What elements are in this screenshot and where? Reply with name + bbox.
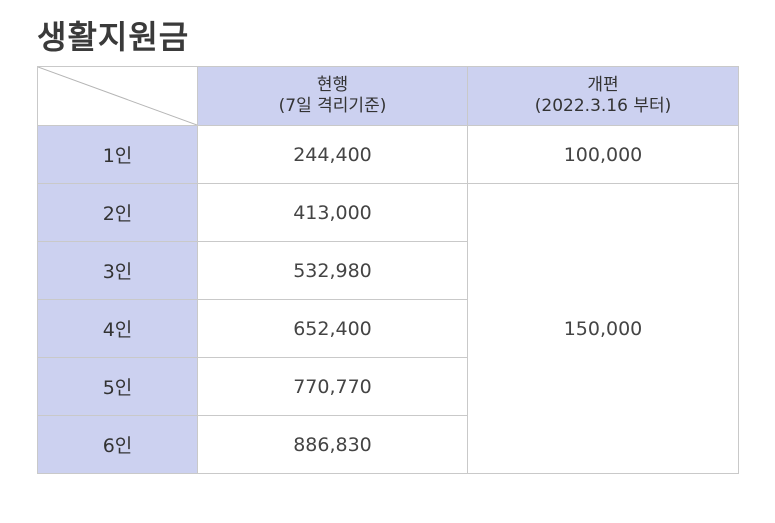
revised-amount-single: 100,000 (467, 125, 739, 184)
table-row: 4인 652,400 (37, 299, 739, 358)
row-label: 1인 (37, 125, 198, 184)
table-row: 6인 886,830 (37, 415, 739, 474)
current-amount: 244,400 (197, 125, 468, 184)
row-label: 2인 (37, 183, 198, 242)
current-amount: 886,830 (197, 415, 468, 474)
row-label: 6인 (37, 415, 198, 474)
current-amount: 413,000 (197, 183, 468, 242)
column-header-revised-title: 개편 (587, 75, 619, 95)
column-header-revised: 개편 (2022.3.16 부터) (467, 66, 739, 126)
corner-cell (37, 66, 198, 126)
column-header-current-subtitle: (7일 격리기준) (278, 96, 387, 116)
revised-amount-multi: 150,000 (467, 183, 739, 474)
table-row: 3인 532,980 (37, 241, 739, 300)
table-header-row: 현행 (7일 격리기준) 개편 (2022.3.16 부터) (37, 66, 739, 126)
page-title: 생활지원금 (37, 18, 190, 56)
current-amount: 770,770 (197, 357, 468, 416)
table-row: 1인 244,400 100,000 (37, 125, 739, 184)
column-header-current-title: 현행 (316, 75, 349, 95)
row-label: 3인 (37, 241, 198, 300)
table-row: 2인 413,000 150,000 (37, 183, 739, 474)
current-amount: 532,980 (197, 241, 468, 300)
row-label: 4인 (37, 299, 198, 358)
support-table: 현행 (7일 격리기준) 개편 (2022.3.16 부터) 1인 244,40… (37, 66, 739, 474)
column-header-current: 현행 (7일 격리기준) (197, 66, 468, 126)
diagonal-divider (38, 67, 197, 125)
current-amount: 652,400 (197, 299, 468, 358)
table-row: 5인 770,770 (37, 357, 739, 416)
column-header-revised-subtitle: (2022.3.16 부터) (534, 96, 672, 116)
row-label: 5인 (37, 357, 198, 416)
